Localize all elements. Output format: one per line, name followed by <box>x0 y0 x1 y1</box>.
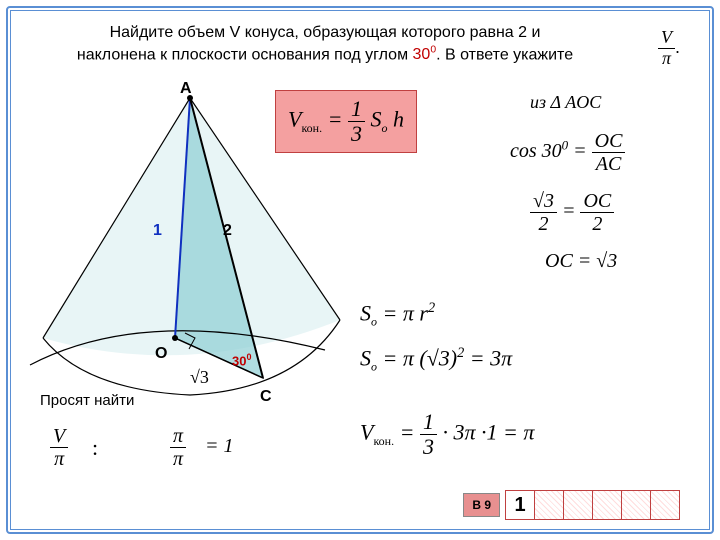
ask-to-find: Просят найти <box>40 392 134 409</box>
answer-cell-2[interactable] <box>534 490 564 520</box>
label-sqrt3: √3 <box>190 367 209 388</box>
label-height-1: 1 <box>153 222 162 240</box>
problem-angle: 300 <box>413 46 437 63</box>
colon: : <box>92 435 98 461</box>
answer-cell-6[interactable] <box>650 490 680 520</box>
problem-line2b: . В ответе укажите <box>436 46 573 63</box>
cos30-eq: cos 300 = OCAC <box>510 130 625 175</box>
equals-one: = 1 <box>205 435 234 458</box>
answer-cell-1[interactable]: 1 <box>505 490 535 520</box>
cone-diagram: A O C 1 2 300 √3 <box>25 80 365 430</box>
oc-equals-sqrt3: OC = √3 <box>545 250 617 273</box>
problem-line1: Найдите объем V конуса, образующая котор… <box>110 24 541 41</box>
sqrt3-over-2-eq: √32 = OC2 <box>530 190 614 235</box>
problem-line2a: наклонена к плоскости основания под угло… <box>77 46 413 63</box>
label-o: O <box>155 345 167 363</box>
answer-row: В 9 1 <box>463 490 680 520</box>
pi-over-pi: ππ <box>170 425 186 470</box>
label-a: A <box>180 80 192 98</box>
problem-statement: Найдите объем V конуса, образующая котор… <box>50 22 600 66</box>
v-over-pi-ask: Vπ <box>50 425 68 470</box>
label-c: C <box>260 388 272 406</box>
from-triangle-aoc: из Δ AOC <box>530 92 601 113</box>
task-number-badge: В 9 <box>463 493 500 517</box>
label-angle-30: 300 <box>232 352 251 368</box>
so-equals-3pi: So = π (√3)2 = 3π <box>360 345 512 375</box>
so-pi-r2: So = π r2 <box>360 300 435 330</box>
answer-cell-3[interactable] <box>563 490 593 520</box>
answer-cell-5[interactable] <box>621 490 651 520</box>
answer-cell-4[interactable] <box>592 490 622 520</box>
v-over-pi-target: Vπ. <box>658 28 680 69</box>
vkon-equals-pi: Vкон. = 13 · 3π ·1 = π <box>360 410 534 459</box>
label-slant-2: 2 <box>223 222 232 240</box>
